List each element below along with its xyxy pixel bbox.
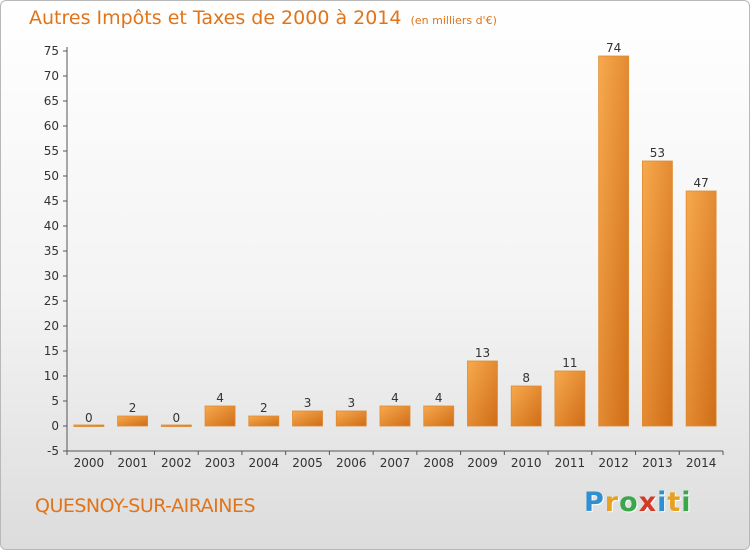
- x-tick-label: 2011: [555, 456, 586, 470]
- x-tick-label: 2013: [642, 456, 673, 470]
- bar: [73, 424, 105, 427]
- bar: [467, 360, 498, 427]
- y-tick-label: 35: [44, 244, 59, 258]
- bar: [335, 410, 367, 427]
- brand-logo-letter: i: [657, 487, 668, 518]
- x-tick-label: 2009: [467, 456, 498, 470]
- x-tick-label: 2001: [117, 456, 148, 470]
- bar: [510, 385, 542, 427]
- bar: [598, 55, 630, 427]
- bar-data-label: 47: [693, 176, 708, 190]
- x-tick-label: 2004: [249, 456, 280, 470]
- bar: [160, 424, 192, 427]
- bar-data-label: 53: [650, 146, 665, 160]
- x-tick-label: 2002: [161, 456, 192, 470]
- y-tick-label: 65: [44, 94, 59, 108]
- bar: [117, 415, 148, 427]
- brand-logo-letter: r: [604, 487, 620, 518]
- y-tick-label: 70: [44, 69, 59, 83]
- bar-data-label: 4: [391, 391, 399, 405]
- bar: [292, 410, 323, 427]
- chart-title: Autres Impôts et Taxes de 2000 à 2014: [29, 7, 402, 29]
- brand-logo-letter: i: [681, 487, 692, 518]
- y-tick-label: 25: [44, 294, 59, 308]
- x-tick-label: 2007: [380, 456, 411, 470]
- bar: [685, 190, 717, 427]
- commune-name: QUESNOY-SUR-AIRAINES: [35, 495, 256, 517]
- bar-data-label: 11: [562, 356, 577, 370]
- y-tick-label: 55: [44, 144, 59, 158]
- x-tick-label: 2006: [336, 456, 367, 470]
- bar-data-label: 0: [85, 411, 93, 425]
- y-tick-label: 75: [44, 44, 59, 58]
- chart-title-block: Autres Impôts et Taxes de 2000 à 2014 (e…: [29, 7, 497, 29]
- y-tick-label: 60: [44, 119, 59, 133]
- bar-data-label: 2: [129, 401, 137, 415]
- bar: [642, 160, 673, 427]
- y-tick-label: 20: [44, 319, 59, 333]
- y-tick-label: -5: [47, 444, 59, 458]
- y-tick-label: 0: [51, 419, 59, 433]
- bar-data-label: 4: [435, 391, 443, 405]
- bar-data-label: 8: [522, 371, 530, 385]
- x-tick-label: 2012: [598, 456, 629, 470]
- y-tick-label: 40: [44, 219, 59, 233]
- bar-data-label: 3: [347, 396, 355, 410]
- brand-logo-letter: P: [584, 487, 605, 518]
- bar: [423, 405, 455, 427]
- x-tick-label: 2003: [205, 456, 236, 470]
- x-tick-label: 2005: [292, 456, 323, 470]
- x-tick-label: 2008: [423, 456, 454, 470]
- x-tick-label: 2000: [74, 456, 105, 470]
- brand-logo-letter: o: [619, 487, 639, 518]
- chart-data-labels: 0 2 0 4 2 3 3 4 4 13 8 11 74 53 47: [85, 41, 709, 425]
- bar: [379, 405, 411, 427]
- y-tick-label: 45: [44, 194, 59, 208]
- bar-data-label: 4: [216, 391, 224, 405]
- bar-data-label: 3: [304, 396, 312, 410]
- bar-data-label: 74: [606, 41, 621, 55]
- bar: [248, 415, 280, 427]
- bar: [204, 405, 236, 427]
- chart-bars: [73, 55, 717, 427]
- bar: [554, 370, 586, 427]
- y-tick-label: 5: [51, 394, 59, 408]
- bar-data-label: 0: [173, 411, 181, 425]
- x-tick-label: 2014: [686, 456, 717, 470]
- brand-logo-letter: x: [638, 487, 658, 518]
- brand-logo-letter: t: [667, 487, 682, 518]
- x-tick-label: 2010: [511, 456, 542, 470]
- y-tick-label: 10: [44, 369, 59, 383]
- bar-data-label: 2: [260, 401, 268, 415]
- brand-logo[interactable]: Proxiti: [584, 487, 692, 518]
- y-tick-label: 30: [44, 269, 59, 283]
- bar-data-label: 13: [475, 346, 490, 360]
- y-tick-label: 15: [44, 344, 59, 358]
- y-tick-label: 50: [44, 169, 59, 183]
- chart-unit-note: (en milliers d'€): [410, 14, 497, 27]
